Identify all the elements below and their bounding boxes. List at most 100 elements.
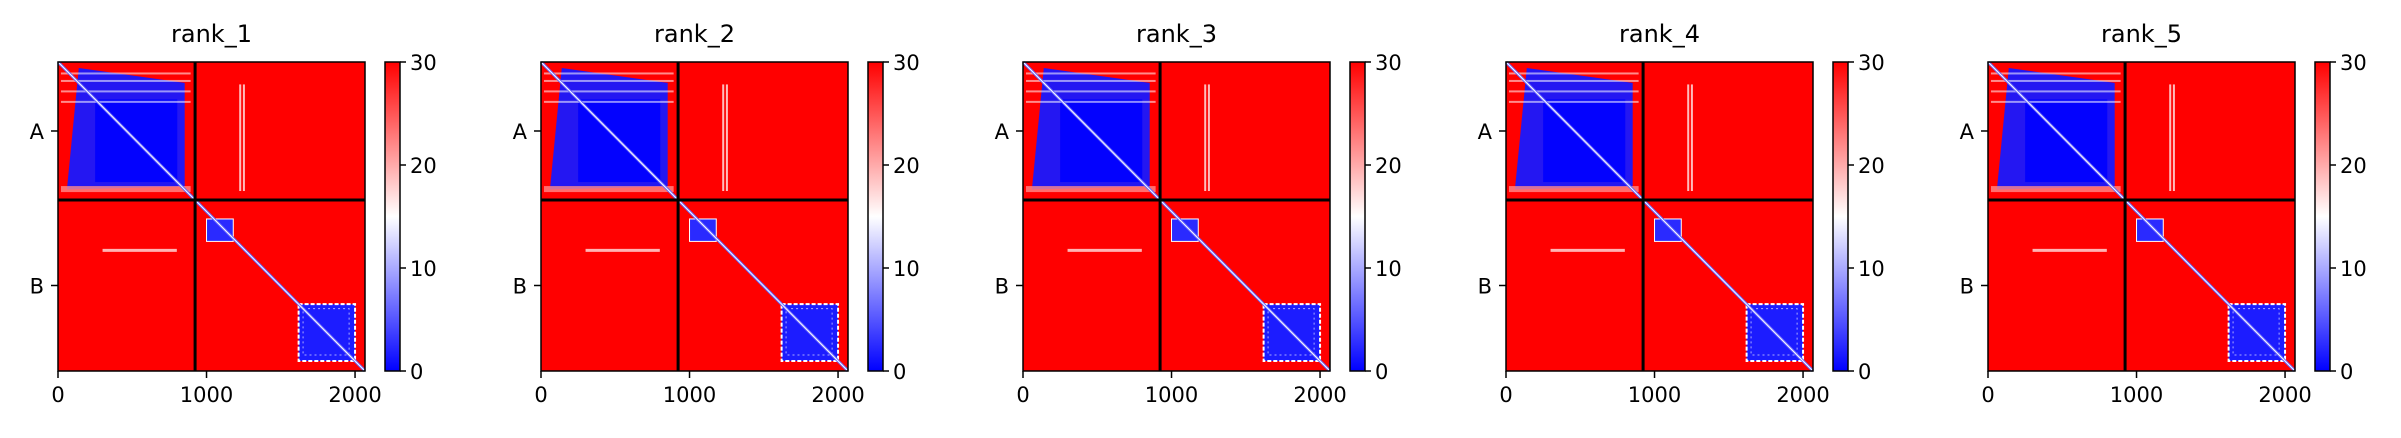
colorbar — [385, 62, 400, 371]
inter-chain-streak — [242, 84, 245, 192]
inter-chain-streak — [725, 84, 728, 192]
chain-a-lower-band — [60, 186, 191, 193]
chain-a-lower-band — [543, 186, 674, 193]
chain-a-band — [543, 100, 674, 103]
chain-a-band — [1025, 72, 1156, 75]
chain-a-band — [1990, 79, 2121, 82]
chain-a-band — [1508, 100, 1639, 103]
x-tick-label: 0 — [1016, 383, 1029, 407]
chain-b-domain-1 — [2136, 218, 2164, 242]
chain-a-band — [1508, 72, 1639, 75]
diagonal-highlight — [1987, 61, 2296, 372]
colorbar-tick-label: 30 — [2340, 51, 2367, 75]
y-tick-label: B — [1960, 274, 1974, 298]
panel-title: rank_2 — [654, 20, 735, 48]
chain-a-band — [543, 79, 674, 82]
x-tick-label: 0 — [534, 383, 547, 407]
y-tick-label: A — [1960, 120, 1975, 144]
chain-a-band — [1990, 72, 2121, 75]
chain-b-domain-2-grid — [302, 308, 350, 356]
axes-frame — [57, 61, 366, 372]
chain-a-band — [1025, 79, 1156, 82]
colorbar-tick-label: 20 — [1375, 154, 1402, 178]
colorbar — [2315, 62, 2330, 371]
x-tick-label: 1000 — [1145, 383, 1198, 407]
inter-chain-streak — [1687, 84, 1690, 192]
colorbar-tick-label: 0 — [893, 360, 906, 384]
inter-chain-streak — [239, 84, 242, 192]
axes-frame — [1022, 61, 1331, 372]
chain-a-band — [60, 100, 191, 103]
chain-a-lower-band — [1508, 186, 1639, 193]
chain-a-band — [543, 90, 674, 93]
y-tick-label: A — [513, 120, 528, 144]
chain-a-band — [60, 79, 191, 82]
colorbar-frame — [867, 61, 884, 372]
y-tick-label: A — [995, 120, 1010, 144]
diagonal-highlight — [540, 61, 849, 372]
inter-chain-streak — [585, 248, 660, 252]
colorbar-tick-label: 30 — [1858, 51, 1885, 75]
chain-a-band — [1025, 100, 1156, 103]
chain-a-band — [60, 90, 191, 93]
x-tick-label: 0 — [51, 383, 64, 407]
panel-2: rank_2 0 1000 2000 A B 0 10 20 30 — [513, 20, 920, 407]
panel-title: rank_1 — [171, 20, 252, 48]
axes-frame — [540, 61, 849, 372]
inter-chain-streak — [1207, 84, 1210, 192]
x-tick-label: 0 — [1499, 383, 1512, 407]
diagonal-highlight — [1505, 61, 1814, 372]
panel-1: rank_1 0 1000 2000 A B 0 10 20 30 — [30, 20, 437, 407]
colorbar-frame — [384, 61, 401, 372]
y-tick-label: A — [1478, 120, 1493, 144]
inter-chain-streak — [2169, 84, 2172, 192]
chain-b-domain-1 — [689, 218, 717, 242]
colorbar-tick-label: 10 — [410, 257, 437, 281]
panel-3: rank_3 0 1000 2000 A B 0 10 20 30 — [995, 20, 1402, 407]
chain-a-band — [543, 72, 674, 75]
inter-chain-streak — [1067, 248, 1142, 252]
panel-5: rank_5 0 1000 2000 A B 0 10 20 30 — [1960, 20, 2367, 407]
x-tick-label: 1000 — [2110, 383, 2163, 407]
colorbar — [1350, 62, 1365, 371]
colorbar-frame — [1349, 61, 1366, 372]
colorbar-tick-label: 0 — [410, 360, 423, 384]
chain-b-domain-1 — [1171, 218, 1199, 242]
colorbar-tick-label: 0 — [1375, 360, 1388, 384]
colorbar-tick-label: 0 — [2340, 360, 2353, 384]
colorbar-tick-label: 30 — [1375, 51, 1402, 75]
chain-b-domain-1 — [1654, 218, 1682, 242]
chain-b-domain-1 — [206, 218, 234, 242]
colorbar-tick-label: 20 — [1858, 154, 1885, 178]
y-tick-label: A — [30, 120, 45, 144]
y-tick-label: B — [513, 274, 527, 298]
colorbar-frame — [2314, 61, 2331, 372]
chain-a-band — [60, 72, 191, 75]
colorbar-tick-label: 20 — [893, 154, 920, 178]
chain-a-band — [1025, 90, 1156, 93]
inter-chain-streak — [2032, 248, 2107, 252]
chain-a-band — [1508, 79, 1639, 82]
chain-b-domain-2-grid — [1267, 308, 1315, 356]
colorbar-tick-label: 10 — [893, 257, 920, 281]
colorbar-tick-label: 10 — [2340, 257, 2367, 281]
panel-4: rank_4 0 1000 2000 A B 0 10 20 30 — [1478, 20, 1885, 407]
chain-a-band — [1990, 100, 2121, 103]
panel-title: rank_4 — [1619, 20, 1700, 48]
y-tick-label: B — [1478, 274, 1492, 298]
x-tick-label: 1000 — [663, 383, 716, 407]
x-tick-label: 2000 — [1776, 383, 1829, 407]
panel-title: rank_3 — [1136, 20, 1217, 48]
x-tick-label: 0 — [1981, 383, 1994, 407]
x-tick-label: 2000 — [811, 383, 864, 407]
x-tick-label: 2000 — [328, 383, 381, 407]
panel-title: rank_5 — [2101, 20, 2182, 48]
inter-chain-streak — [722, 84, 725, 192]
chain-b-domain-2-grid — [1750, 308, 1798, 356]
colorbar-tick-label: 20 — [2340, 154, 2367, 178]
y-tick-label: B — [995, 274, 1009, 298]
chain-a-band — [1990, 90, 2121, 93]
colorbar-tick-label: 0 — [1858, 360, 1871, 384]
x-tick-label: 2000 — [1293, 383, 1346, 407]
